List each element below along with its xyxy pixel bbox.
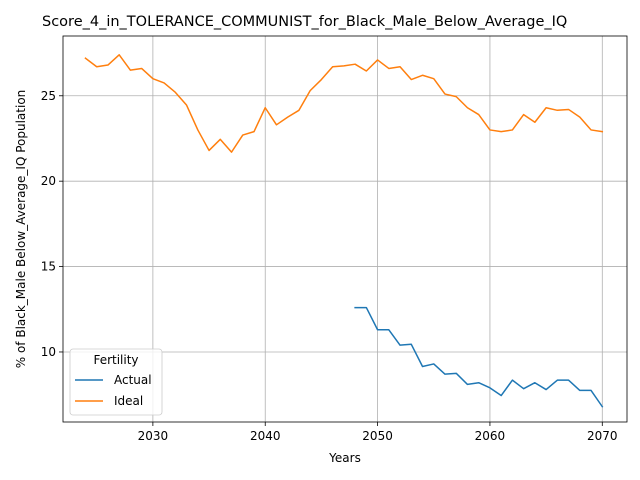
series-line-actual bbox=[354, 306, 604, 408]
series-line-ideal bbox=[84, 54, 604, 153]
y-tick-label-15: 15 bbox=[41, 260, 56, 274]
axis-ticks: 2030 2040 2050 2060 2070 10 15 20 25 bbox=[41, 89, 618, 443]
legend-label-actual: Actual bbox=[114, 373, 152, 387]
x-axis-label: Years bbox=[328, 451, 361, 465]
y-axis-label: % of Black_Male Below_Average_IQ Populat… bbox=[14, 90, 28, 369]
legend: Fertility Actual Ideal bbox=[69, 348, 163, 416]
chart-title: Score_4_in_TOLERANCE_COMMUNIST_for_Black… bbox=[42, 14, 567, 30]
x-tick-label-2050: 2050 bbox=[362, 429, 393, 443]
y-tick-label-20: 20 bbox=[41, 174, 56, 188]
series-lines bbox=[84, 54, 604, 408]
x-tick-label-2040: 2040 bbox=[250, 429, 281, 443]
legend-title: Fertility bbox=[93, 353, 138, 367]
x-tick-label-2070: 2070 bbox=[587, 429, 618, 443]
legend-label-ideal: Ideal bbox=[114, 394, 143, 408]
x-tick-label-2030: 2030 bbox=[138, 429, 169, 443]
y-tick-label-10: 10 bbox=[41, 345, 56, 359]
legend-box bbox=[69, 348, 163, 416]
x-tick-label-2060: 2060 bbox=[475, 429, 506, 443]
plot-area-frame bbox=[62, 35, 628, 423]
y-tick-label-25: 25 bbox=[41, 89, 56, 103]
